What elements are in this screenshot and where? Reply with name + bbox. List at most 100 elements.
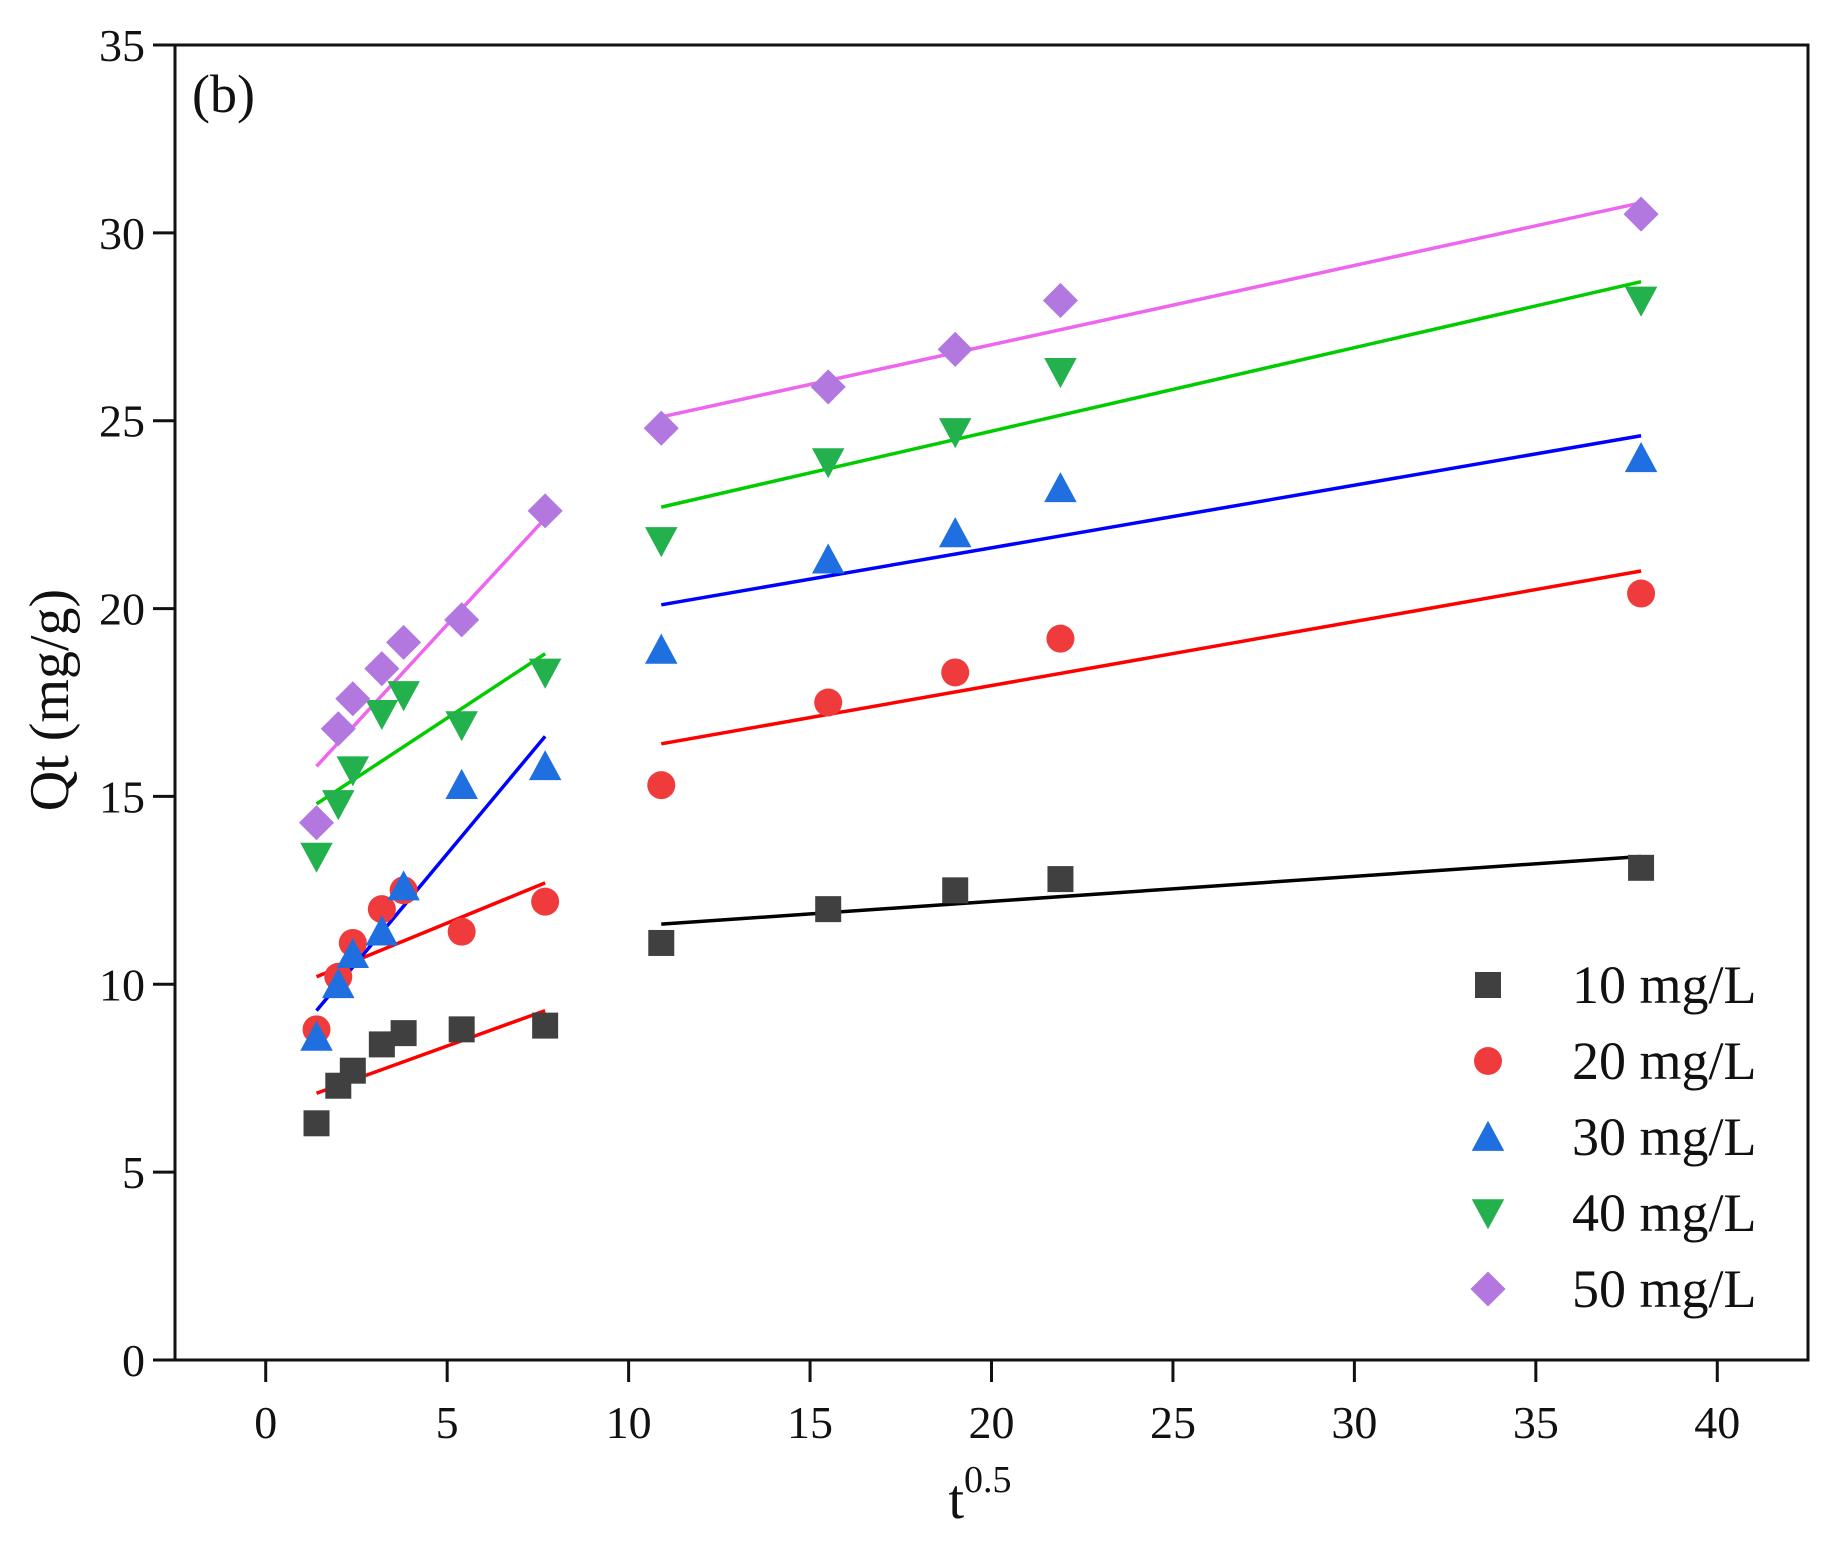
legend-marker xyxy=(1475,972,1501,998)
data-point xyxy=(448,1016,475,1043)
data-point xyxy=(1047,866,1074,893)
data-point xyxy=(1627,579,1656,608)
x-tick-label: 15 xyxy=(787,1397,833,1448)
data-point xyxy=(647,771,676,800)
data-point xyxy=(365,699,399,731)
x-axis-title: t0.5 xyxy=(948,1459,1011,1531)
data-point xyxy=(815,896,842,923)
legend-marker xyxy=(1471,1199,1505,1230)
data-point xyxy=(300,842,333,873)
data-point xyxy=(814,688,843,717)
data-point xyxy=(386,624,422,660)
data-point xyxy=(1046,624,1075,653)
x-tick-label: 10 xyxy=(606,1397,652,1448)
data-point xyxy=(1624,442,1658,473)
data-point xyxy=(645,527,678,558)
y-tick-label: 10 xyxy=(99,959,145,1010)
y-tick-label: 30 xyxy=(99,208,145,259)
data-point xyxy=(322,790,355,821)
data-point xyxy=(300,1020,333,1051)
data-point xyxy=(447,917,476,946)
data-point xyxy=(387,870,420,901)
data-point xyxy=(811,543,845,574)
fit-line xyxy=(315,517,547,768)
y-tick-label: 15 xyxy=(99,771,145,822)
x-tick-label: 25 xyxy=(1150,1397,1196,1448)
data-point xyxy=(648,929,675,956)
data-point xyxy=(335,681,371,717)
data-point xyxy=(532,1012,559,1039)
data-point xyxy=(811,448,845,479)
data-point xyxy=(938,418,972,449)
data-point xyxy=(445,711,478,742)
legend-marker xyxy=(1471,1120,1505,1151)
legend-label: 40 mg/L xyxy=(1572,1183,1757,1243)
fit-lines xyxy=(315,201,1642,1095)
data-point xyxy=(368,1031,395,1058)
data-point xyxy=(320,711,356,747)
y-tick-label: 25 xyxy=(99,396,145,447)
data-point xyxy=(1624,286,1658,317)
data-point xyxy=(367,895,396,924)
data-point xyxy=(336,756,370,787)
legend-label: 30 mg/L xyxy=(1572,1107,1757,1167)
x-tick-label: 30 xyxy=(1331,1397,1377,1448)
plot-frame xyxy=(173,43,1810,1362)
data-point xyxy=(322,968,355,999)
fit-line xyxy=(660,569,1642,746)
x-tick-label: 40 xyxy=(1694,1397,1740,1448)
x-tick-label: 5 xyxy=(436,1397,459,1448)
legend-label: 20 mg/L xyxy=(1572,1031,1757,1091)
data-point xyxy=(336,937,370,969)
data-point xyxy=(941,658,970,687)
x-axis-title-base: t xyxy=(948,1469,964,1531)
data-point xyxy=(298,805,335,841)
data-point xyxy=(1623,196,1659,232)
data-point xyxy=(810,369,846,405)
data-point xyxy=(387,681,420,712)
legend-label: 10 mg/L xyxy=(1572,955,1757,1015)
data-point xyxy=(365,915,399,946)
legend-marker xyxy=(1474,1047,1502,1075)
data-point xyxy=(1044,472,1077,503)
data-point xyxy=(938,517,972,548)
data-point xyxy=(942,877,969,904)
data-points xyxy=(298,196,1659,1137)
data-point xyxy=(1044,358,1077,389)
data-point xyxy=(528,750,562,781)
data-point xyxy=(937,331,973,367)
fit-line xyxy=(660,279,1642,509)
y-tick-label: 0 xyxy=(122,1335,145,1386)
data-point xyxy=(527,493,563,529)
fit-line xyxy=(661,854,1642,926)
data-point xyxy=(303,1110,330,1137)
data-point xyxy=(445,768,478,799)
data-point xyxy=(643,410,679,446)
tick-labels: 0 5 10 15 20 25 30 35 40 0 5 10 15 20 25 30 35 xyxy=(99,20,1740,1448)
x-tick-label: 20 xyxy=(969,1397,1015,1448)
x-tick-label: 35 xyxy=(1513,1397,1559,1448)
data-point xyxy=(444,602,480,638)
axes xyxy=(153,43,1810,1382)
data-point xyxy=(390,1020,417,1047)
legend-marker xyxy=(1470,1271,1506,1307)
y-tick-label: 35 xyxy=(99,20,145,71)
data-point xyxy=(528,658,562,689)
data-point xyxy=(531,887,560,916)
data-point xyxy=(1042,282,1078,319)
legend: 10 mg/L 20 mg/L 30 mg/L 40 mg/L 50 mg/L xyxy=(1470,955,1757,1319)
data-point xyxy=(364,651,400,687)
x-axis-title-superscript: 0.5 xyxy=(964,1459,1012,1501)
fit-line xyxy=(660,201,1642,419)
legend-label: 50 mg/L xyxy=(1572,1259,1757,1319)
fit-line xyxy=(660,434,1642,607)
y-tick-label: 20 xyxy=(99,584,145,635)
panel-label: (b) xyxy=(192,64,255,124)
data-point xyxy=(1628,854,1655,881)
data-point xyxy=(645,633,678,664)
x-tick-label: 0 xyxy=(254,1397,277,1448)
y-tick-label: 5 xyxy=(122,1147,145,1198)
data-point xyxy=(339,1057,366,1084)
y-axis-title: Qt (mg/g) xyxy=(19,589,81,811)
